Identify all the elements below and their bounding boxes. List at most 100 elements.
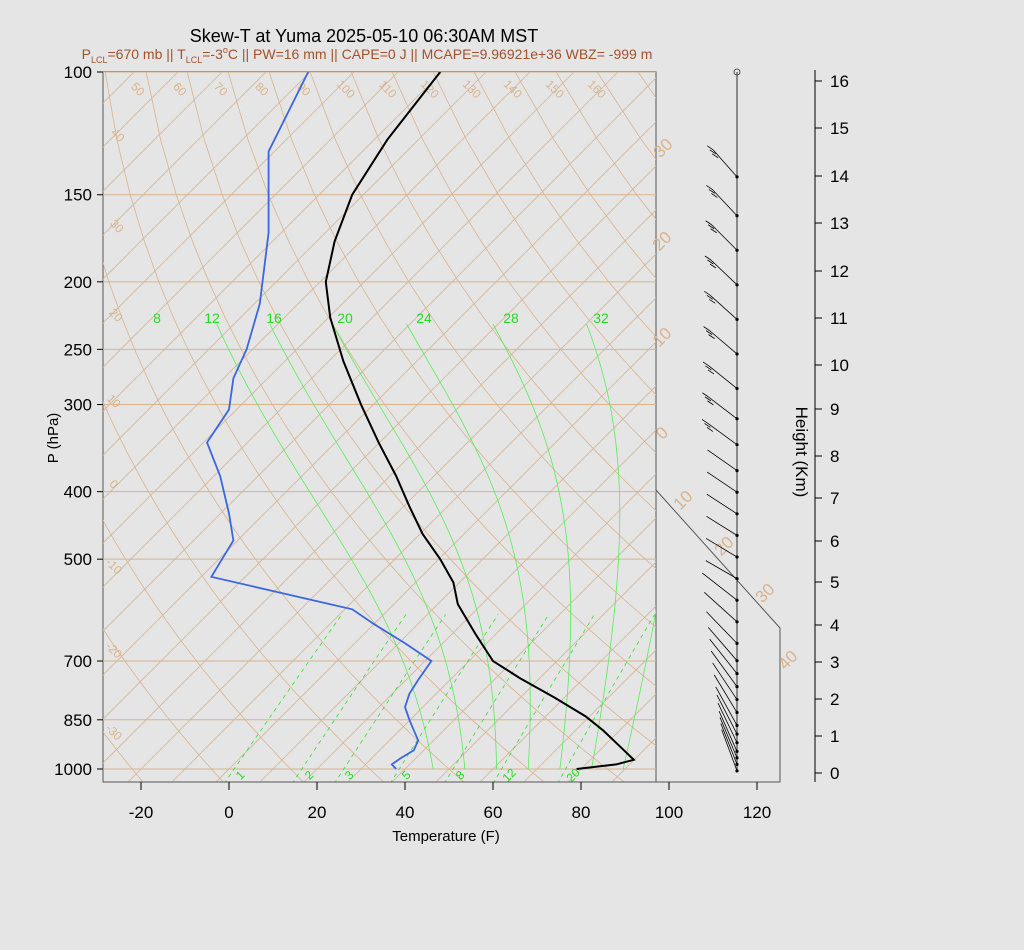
x-tick-label: -20 xyxy=(129,803,154,822)
isotherm-line xyxy=(103,72,223,192)
wind-barb-flag xyxy=(711,193,718,198)
wind-barb-flag xyxy=(707,224,715,230)
x-tick-label: 120 xyxy=(743,803,771,822)
mixing-ratio-label: 5 xyxy=(399,768,414,783)
mixing-ratio-line xyxy=(444,614,550,782)
isotherm-line xyxy=(103,72,399,368)
isotherm-line xyxy=(786,72,1024,784)
isotherm-line xyxy=(103,72,487,456)
isotherm-line xyxy=(103,72,135,104)
height-tick-label: 7 xyxy=(830,489,839,508)
wind-barb-flag xyxy=(708,334,715,339)
wind-barb xyxy=(708,396,738,420)
height-tick-label: 12 xyxy=(830,262,849,281)
isotherm-line xyxy=(127,253,656,782)
wind-barb-flag xyxy=(708,189,716,194)
wind-barb-flag xyxy=(705,220,712,226)
wind-barb-flag xyxy=(702,392,709,398)
wind-barb-flag xyxy=(707,400,714,406)
wind-barb-flag xyxy=(707,369,715,375)
moist-adiabat-side-label: 40 xyxy=(775,647,802,674)
isotherm-line xyxy=(435,561,656,782)
wind-barb xyxy=(721,729,738,771)
wind-barb-flag xyxy=(703,326,710,331)
isotherm-line xyxy=(103,72,355,324)
dry-adiabat-label: 30 xyxy=(107,216,127,236)
p-tick-label: 250 xyxy=(64,340,92,359)
dry-adiabat xyxy=(391,72,656,454)
wind-barb-flag xyxy=(709,149,716,155)
wind-barb xyxy=(707,627,738,661)
wind-barb xyxy=(707,449,738,471)
wind-barb-flag xyxy=(707,259,714,265)
mixing-ratio-label: 8 xyxy=(453,768,468,783)
dry-adiabat xyxy=(843,72,1024,784)
wind-barbs xyxy=(701,68,741,773)
moist-adiabat-label: 28 xyxy=(503,310,519,326)
moist-adiabat xyxy=(406,323,531,770)
chart-subtitle: PLCL=670 mb || TLCL=-3oC || PW=16 mm || … xyxy=(82,45,653,65)
wind-barb xyxy=(708,365,738,389)
wind-barb-flag xyxy=(702,361,710,367)
height-tick-label: 4 xyxy=(830,616,839,635)
height-tick-label: 13 xyxy=(830,214,849,233)
wind-barb-flag xyxy=(705,365,712,371)
wind-barb xyxy=(718,711,738,752)
wind-barb-flag xyxy=(709,263,717,269)
x-tick-label: 60 xyxy=(484,803,503,822)
isotherm-label: 160 xyxy=(585,77,609,101)
x-tick-label: 80 xyxy=(572,803,591,822)
mixing-ratio-line xyxy=(334,614,446,782)
isotherm-line xyxy=(303,429,656,782)
dry-adiabat-label: -20 xyxy=(103,639,125,661)
mixing-ratio-label: 2 xyxy=(302,768,317,783)
height-tick-label: 15 xyxy=(830,119,849,138)
dry-adiabat xyxy=(103,401,385,782)
wind-barb xyxy=(709,638,738,674)
height-tick-label: 8 xyxy=(830,447,839,466)
x-axis-title: Temperature (F) xyxy=(392,828,500,845)
wind-barb xyxy=(711,224,738,251)
isotherm-line xyxy=(0,72,46,784)
dry-adiabat xyxy=(145,72,625,782)
isotherm-line xyxy=(103,72,267,236)
isotherm-line xyxy=(103,72,179,148)
isotherm-label: 120 xyxy=(418,77,442,101)
height-tick-label: 1 xyxy=(830,727,839,746)
moist-adiabat xyxy=(216,323,434,770)
moist-adiabat-side-label: 30 xyxy=(752,580,779,607)
isotherm-line xyxy=(171,297,656,782)
moist-adiabat-label: 24 xyxy=(416,310,432,326)
isotherm-label: 50 xyxy=(128,79,148,99)
wind-barb xyxy=(717,702,738,743)
wind-barb xyxy=(709,295,738,320)
dry-adiabat-label: 10 xyxy=(104,391,124,411)
dry-adiabat xyxy=(268,72,656,628)
wind-barb xyxy=(705,538,738,558)
grid-labels: 50 60 70 80 90 100 110 120 130 140 150 160403020100… xyxy=(103,77,802,785)
x-tick-label: 0 xyxy=(224,803,233,822)
height-tick-label: 10 xyxy=(830,356,849,375)
wind-barb xyxy=(712,662,738,700)
p-tick-label: 850 xyxy=(64,711,92,730)
wind-barb xyxy=(713,674,738,713)
height-tick-label: 2 xyxy=(830,690,839,709)
wind-barb xyxy=(705,560,738,579)
wind-barb xyxy=(706,515,738,536)
dry-adiabat-label: 0 xyxy=(107,477,122,492)
dry-adiabat-label: 20 xyxy=(106,305,126,325)
p-tick-label: 300 xyxy=(64,396,92,415)
dry-adiabat-label: 40 xyxy=(108,125,128,145)
isotherm-line xyxy=(103,165,656,720)
plot-frame xyxy=(102,71,781,783)
mixing-ratio-label: 1 xyxy=(233,768,248,783)
wind-barb-flag xyxy=(711,153,719,159)
dry-adiabat xyxy=(103,519,304,782)
dewpoint-line xyxy=(205,72,433,770)
p-tick-label: 500 xyxy=(64,550,92,569)
isotherm-line xyxy=(479,605,656,782)
height-axis-title: Height (Km) xyxy=(792,407,811,498)
x-tick-label: 100 xyxy=(655,803,683,822)
